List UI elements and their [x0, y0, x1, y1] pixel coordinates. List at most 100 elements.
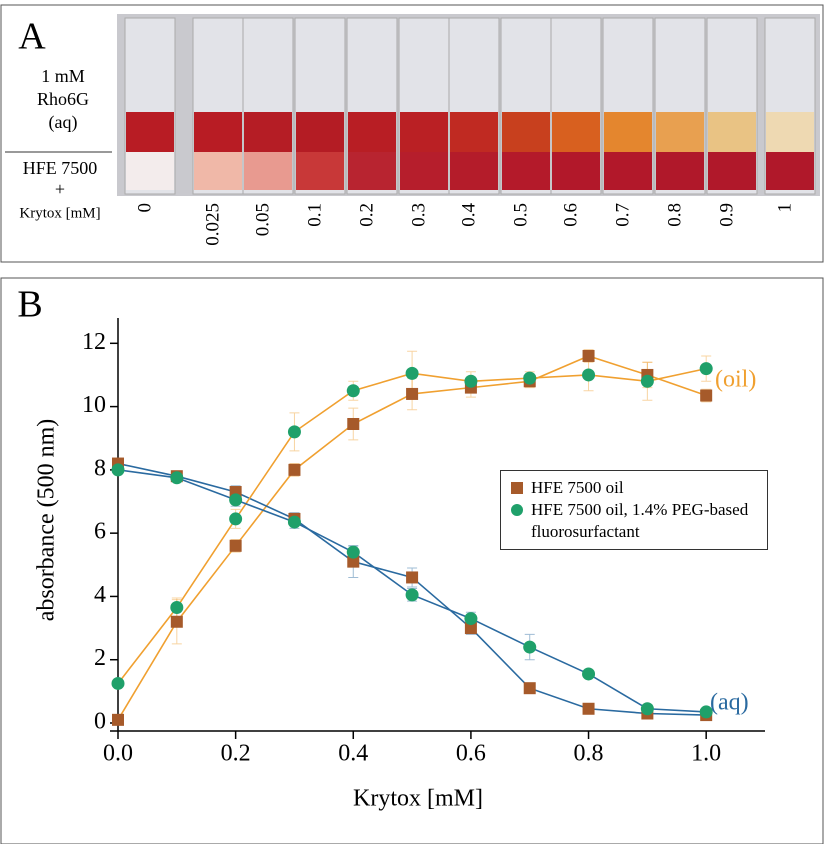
marker	[287, 425, 301, 439]
marker	[287, 515, 301, 529]
oil-layer	[244, 152, 292, 190]
marker	[229, 539, 242, 552]
concentration-label: 0.025	[202, 203, 223, 246]
concentration-label: 0.8	[664, 203, 685, 227]
oil-layer	[450, 152, 498, 190]
marker	[523, 640, 537, 654]
oil-layer	[194, 152, 242, 190]
marker	[406, 387, 419, 400]
x-tick-label: 0.2	[221, 741, 251, 767]
y-tick-label: 12	[82, 329, 106, 355]
oil-layer	[604, 152, 652, 190]
legend-entry: HFE 7500 oil, 1.4% PEG-based fluorosurfa…	[509, 499, 759, 543]
concentration-label: 0.4	[458, 203, 479, 227]
marker	[464, 622, 477, 635]
marker	[111, 463, 125, 477]
concentration-label: 0.2	[356, 203, 377, 227]
y-tick-label: 10	[82, 392, 106, 418]
marker	[699, 362, 713, 376]
marker	[699, 705, 713, 719]
y-tick-label: 8	[94, 455, 106, 481]
marker	[406, 571, 419, 584]
marker	[346, 545, 360, 559]
legend-swatch	[511, 504, 523, 516]
legend-entry: HFE 7500 oil	[509, 477, 759, 499]
x-tick-label: 0.4	[338, 741, 368, 767]
oil-layer	[502, 152, 550, 190]
oil-layer	[400, 152, 448, 190]
concentration-label: 0	[134, 203, 155, 213]
marker	[405, 366, 419, 380]
concentration-label: 0.9	[716, 203, 737, 227]
concentration-label: 0.7	[612, 203, 633, 227]
oil-layer	[296, 152, 344, 190]
aq-layer	[126, 112, 174, 152]
aq-layer	[708, 112, 756, 152]
legend: HFE 7500 oil HFE 7500 oil, 1.4% PEG-based…	[500, 470, 768, 550]
marker	[170, 601, 184, 615]
legend-label: HFE 7500 oil, 1.4% PEG-based fluorosurfa…	[531, 500, 749, 541]
marker	[346, 384, 360, 398]
panel-letter: A	[18, 16, 46, 58]
marker	[464, 612, 478, 626]
aq-layer	[348, 112, 396, 152]
aq-label: (aq)	[49, 112, 78, 133]
marker	[229, 512, 243, 526]
marker	[582, 368, 596, 382]
oil-label: HFE 7500	[23, 158, 98, 178]
x-axis-label: Krytox [mM]	[353, 786, 483, 812]
marker	[288, 463, 301, 476]
aq-layer	[766, 112, 814, 152]
concentration-label: 0.5	[510, 203, 531, 227]
marker	[464, 374, 478, 388]
marker	[582, 667, 596, 681]
y-tick-label: 2	[94, 645, 106, 671]
x-tick-label: 0.8	[574, 741, 604, 767]
plot: 0 2 4 6 8 10 12 0.0 0.2 0.4 0.6 0.8 1.0 (oil) (aq)	[82, 318, 765, 767]
aq-layer	[450, 112, 498, 152]
marker	[640, 702, 654, 716]
concentration-label: 0.3	[408, 203, 429, 227]
oil-label: +	[55, 179, 65, 199]
oil-layer	[348, 152, 396, 190]
aq-layer	[244, 112, 292, 152]
aq-layer	[552, 112, 600, 152]
marker	[112, 713, 124, 726]
y-tick-label: 0	[94, 709, 106, 735]
aq-layer	[502, 112, 550, 152]
oil-layer	[552, 152, 600, 190]
panel-a-frame	[0, 4, 824, 263]
marker	[700, 389, 713, 402]
oil-layer	[656, 152, 704, 190]
x-tick-label: 1.0	[691, 741, 721, 767]
marker	[170, 615, 183, 628]
marker	[640, 374, 654, 388]
panel-letter: B	[17, 284, 42, 326]
legend-swatch	[511, 482, 523, 494]
aq-layer	[194, 112, 242, 152]
marker	[229, 493, 243, 507]
concentration-label: 1	[774, 203, 795, 213]
marker	[347, 555, 360, 568]
oil-layer	[766, 152, 814, 190]
marker	[582, 702, 595, 715]
aq-label: 1 mM	[41, 66, 85, 86]
concentration-label: 0.1	[304, 203, 325, 227]
x-tick-label: 0.0	[103, 741, 133, 767]
y-tick-label: 6	[94, 519, 106, 545]
oil-layer	[126, 152, 174, 190]
concentration-label: 0.6	[560, 203, 581, 227]
aq-layer	[400, 112, 448, 152]
marker	[582, 349, 595, 362]
y-axis-label: absorbance (500 nm)	[34, 419, 60, 622]
panel-b-frame	[0, 277, 824, 844]
legend-label: HFE 7500 oil	[531, 478, 624, 497]
oil-layer	[708, 152, 756, 190]
annotation: (oil)	[715, 367, 756, 393]
y-tick-label: 4	[94, 582, 106, 608]
aq-layer	[656, 112, 704, 152]
cuvettes	[124, 17, 816, 195]
marker	[347, 417, 360, 430]
